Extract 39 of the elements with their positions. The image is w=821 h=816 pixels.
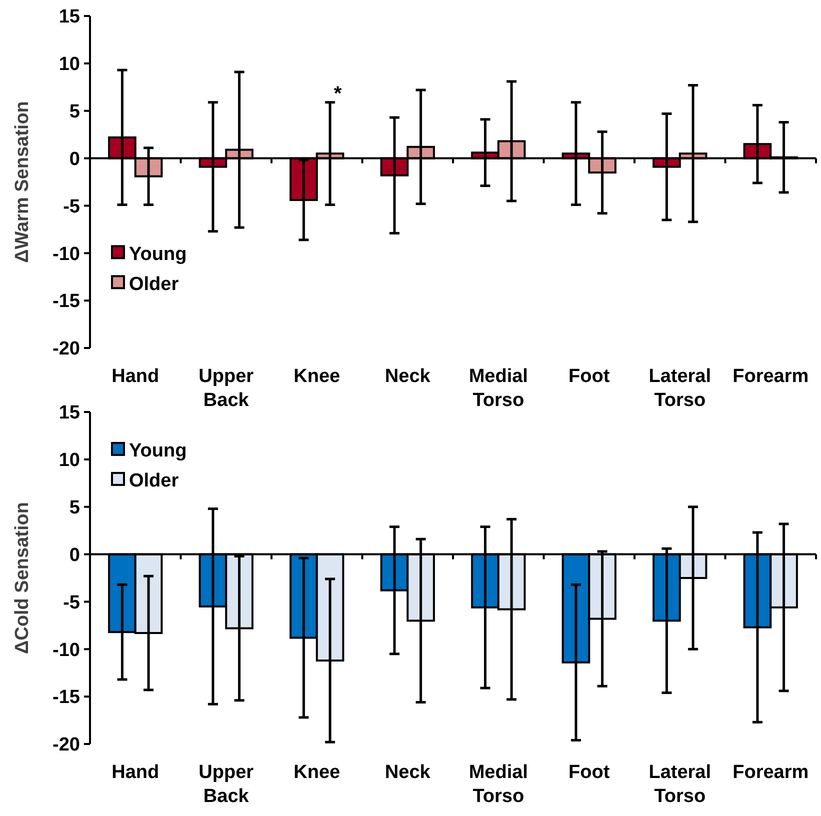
- y-tick-label: 0: [69, 148, 80, 170]
- y-axis-title: ΔCold Sensation: [12, 502, 33, 654]
- legend-label: Older: [129, 274, 180, 295]
- x-tick-label: Medial Torso: [468, 366, 528, 411]
- x-tick-label: Lateral Torso: [648, 366, 712, 411]
- legend-label: Older: [129, 470, 180, 492]
- y-tick-label: 0: [69, 544, 80, 566]
- x-tick-label: Forearm: [732, 762, 809, 783]
- x-tick-label: Knee: [294, 366, 340, 387]
- y-tick-label: -15: [52, 291, 80, 312]
- y-tick-label: -20: [52, 734, 80, 756]
- y-tick-label: -20: [52, 338, 80, 360]
- x-tick-label: Hand: [112, 762, 160, 783]
- y-tick-label: 10: [58, 450, 80, 472]
- y-tick-label: 5: [69, 102, 80, 123]
- x-tick-label: Foot: [568, 366, 610, 387]
- legend-label: Young: [129, 440, 187, 462]
- y-tick-label: -10: [52, 244, 80, 265]
- y-axis-title: ΔWarm Sensation: [12, 101, 33, 263]
- x-tick-label: Foot: [568, 762, 610, 783]
- legend-label: Young: [129, 244, 187, 265]
- annotation: *: [334, 83, 342, 105]
- y-tick-label: -15: [52, 687, 80, 708]
- x-tick-label: Upper Back: [198, 762, 254, 807]
- y-tick-label: -5: [63, 592, 80, 614]
- x-tick-label: Hand: [112, 366, 160, 387]
- y-tick-label: -5: [63, 196, 80, 218]
- x-tick-label: Neck: [384, 366, 431, 387]
- y-tick-label: 5: [69, 498, 80, 519]
- x-tick-label: Upper Back: [198, 366, 254, 411]
- x-tick-label: Lateral Torso: [648, 762, 712, 807]
- x-tick-label: Knee: [294, 762, 340, 783]
- x-tick-label: Medial Torso: [468, 762, 528, 807]
- y-tick-label: -10: [52, 640, 80, 661]
- y-tick-label: 15: [58, 402, 80, 424]
- x-tick-label: Forearm: [732, 366, 809, 387]
- x-tick-label: Neck: [384, 762, 431, 783]
- y-tick-label: 10: [58, 54, 80, 76]
- y-tick-label: 15: [58, 6, 80, 28]
